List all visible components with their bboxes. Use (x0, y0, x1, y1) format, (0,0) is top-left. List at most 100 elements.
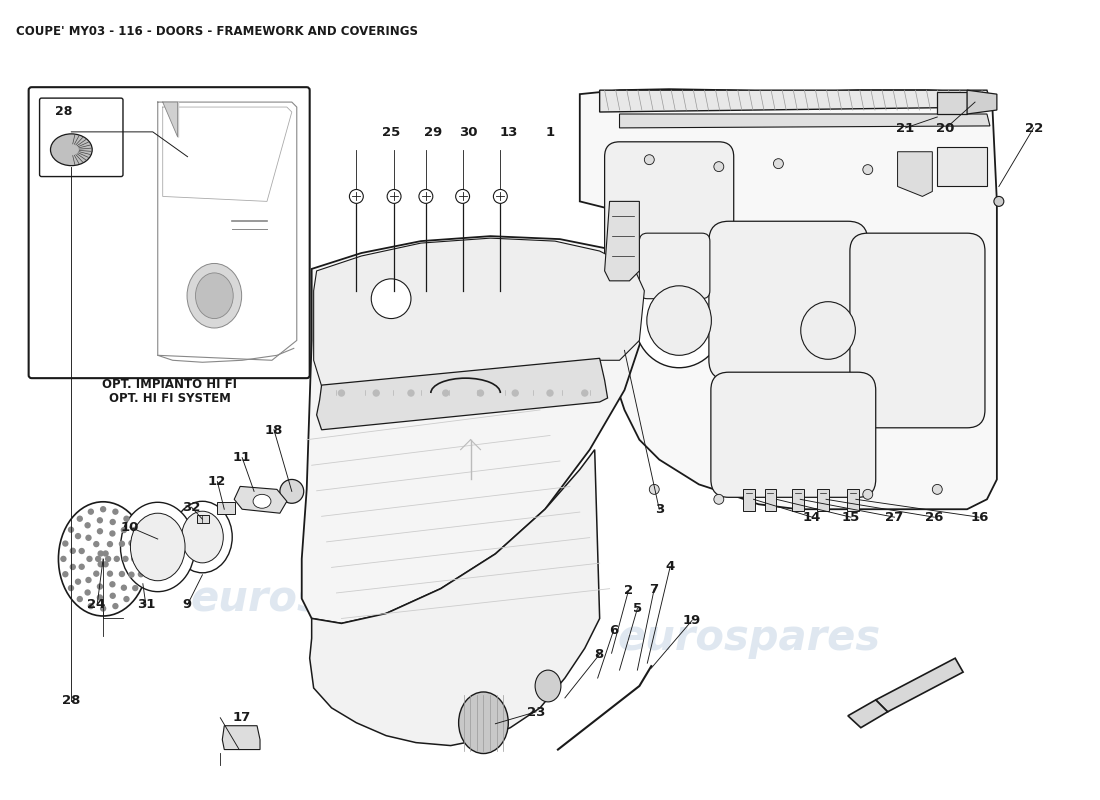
Ellipse shape (131, 514, 185, 581)
Text: 30: 30 (459, 126, 477, 138)
Text: 19: 19 (683, 614, 701, 627)
Circle shape (98, 584, 102, 589)
Circle shape (773, 158, 783, 169)
Text: 28: 28 (63, 694, 80, 707)
Circle shape (582, 390, 587, 396)
Circle shape (63, 541, 68, 546)
Polygon shape (600, 90, 992, 112)
Text: 4: 4 (666, 560, 674, 574)
Bar (817, 490, 829, 511)
Circle shape (106, 557, 111, 562)
Circle shape (279, 479, 304, 503)
Circle shape (139, 572, 143, 577)
Ellipse shape (647, 286, 712, 355)
Circle shape (494, 190, 507, 203)
Ellipse shape (121, 502, 195, 592)
Circle shape (114, 557, 119, 562)
Circle shape (86, 578, 91, 582)
Text: 31: 31 (136, 598, 155, 611)
Text: 29: 29 (424, 126, 442, 138)
Bar (218, 502, 235, 514)
Ellipse shape (173, 502, 232, 573)
Text: 12: 12 (208, 475, 226, 488)
Circle shape (123, 557, 128, 562)
Text: 16: 16 (970, 511, 989, 524)
Circle shape (60, 557, 66, 562)
Polygon shape (234, 486, 287, 514)
Circle shape (100, 606, 106, 611)
Ellipse shape (182, 511, 223, 563)
Ellipse shape (635, 274, 724, 368)
Bar (198, 515, 209, 523)
Circle shape (994, 197, 1004, 206)
Circle shape (98, 562, 103, 566)
Bar (792, 490, 804, 511)
Circle shape (77, 516, 82, 522)
Circle shape (79, 564, 85, 570)
Circle shape (103, 551, 108, 556)
Text: 2: 2 (624, 584, 634, 597)
Text: 22: 22 (1025, 122, 1043, 134)
FancyBboxPatch shape (711, 372, 876, 498)
Circle shape (76, 534, 80, 538)
Ellipse shape (51, 134, 92, 166)
Text: 32: 32 (183, 501, 201, 514)
Ellipse shape (801, 302, 856, 359)
Circle shape (121, 527, 126, 533)
Circle shape (129, 541, 134, 546)
Circle shape (88, 509, 94, 514)
FancyBboxPatch shape (850, 233, 984, 428)
Bar (937, 146, 987, 186)
Polygon shape (317, 358, 607, 430)
Text: 21: 21 (895, 122, 914, 134)
FancyBboxPatch shape (708, 222, 868, 380)
Circle shape (103, 562, 108, 566)
Circle shape (714, 494, 724, 504)
Ellipse shape (253, 494, 271, 508)
Circle shape (87, 557, 92, 562)
Ellipse shape (58, 502, 147, 616)
Circle shape (141, 557, 145, 562)
Circle shape (953, 166, 962, 177)
Circle shape (121, 586, 126, 590)
Circle shape (120, 571, 124, 577)
Ellipse shape (535, 670, 561, 702)
Circle shape (133, 527, 138, 532)
Ellipse shape (791, 292, 866, 370)
Text: 5: 5 (632, 602, 642, 614)
Text: 11: 11 (233, 450, 251, 464)
Ellipse shape (196, 273, 233, 318)
FancyBboxPatch shape (639, 233, 710, 298)
Text: 1: 1 (546, 126, 554, 138)
Circle shape (645, 154, 654, 165)
FancyBboxPatch shape (605, 142, 734, 271)
Polygon shape (314, 238, 645, 386)
Circle shape (110, 594, 115, 598)
Circle shape (98, 551, 103, 556)
Text: 17: 17 (233, 711, 251, 724)
Polygon shape (310, 450, 600, 746)
Polygon shape (967, 90, 997, 114)
Circle shape (350, 190, 363, 203)
Bar (742, 490, 755, 511)
Circle shape (373, 390, 380, 396)
Circle shape (124, 597, 129, 602)
Polygon shape (605, 202, 639, 281)
Circle shape (63, 572, 68, 577)
Circle shape (76, 579, 80, 584)
Circle shape (933, 485, 943, 494)
Circle shape (649, 485, 659, 494)
Circle shape (714, 162, 724, 171)
Text: eurospares: eurospares (617, 618, 880, 659)
Circle shape (110, 582, 114, 586)
Circle shape (86, 535, 91, 540)
Text: 24: 24 (88, 598, 106, 611)
Polygon shape (619, 114, 990, 128)
Text: 8: 8 (594, 648, 604, 661)
Text: 25: 25 (383, 126, 400, 138)
Circle shape (419, 190, 432, 203)
Text: 13: 13 (499, 126, 518, 138)
Text: 26: 26 (925, 511, 944, 524)
Bar (937, 92, 967, 114)
Circle shape (98, 518, 102, 522)
